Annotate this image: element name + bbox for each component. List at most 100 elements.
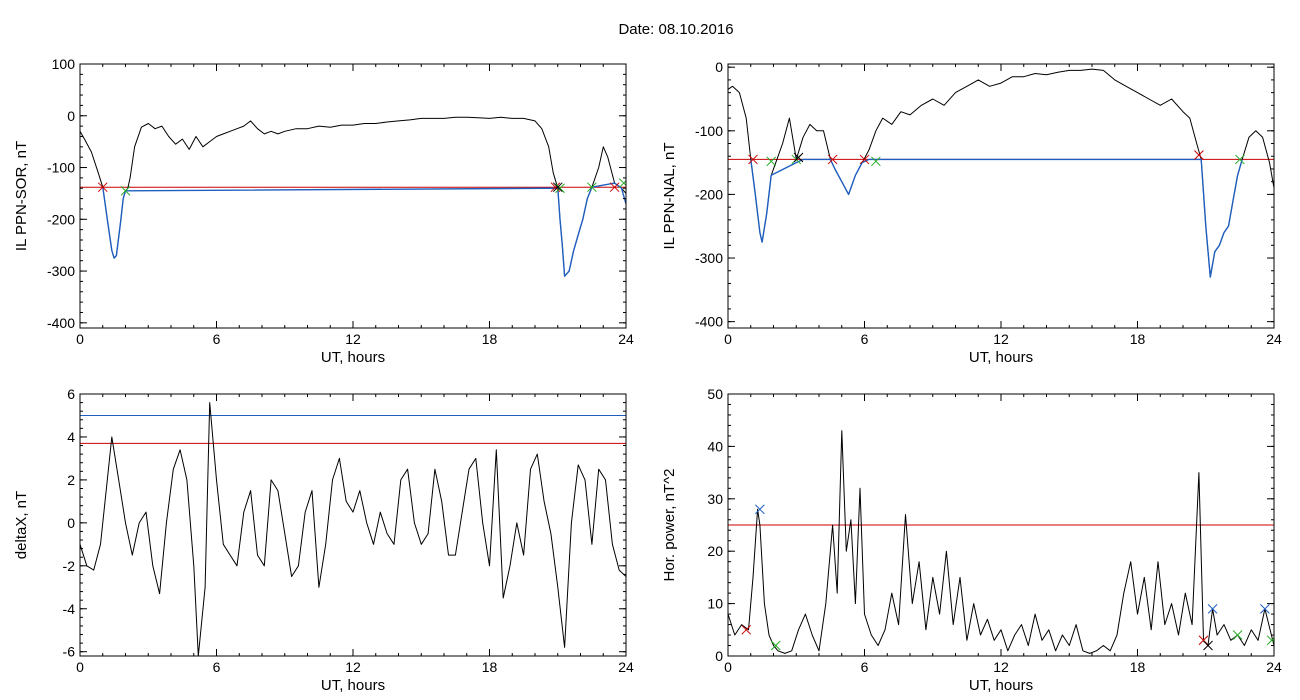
marker-stroke [754, 504, 765, 515]
x-tick-label: 12 [993, 331, 1009, 347]
y-tick-label: -2 [63, 558, 76, 574]
marker-stroke [1198, 635, 1209, 646]
event-marker-5 [552, 182, 563, 193]
marker-stroke [1203, 640, 1213, 651]
y-tick-label: -200 [47, 211, 75, 227]
x-tick-label: 0 [76, 331, 84, 347]
y-tick-label: -200 [695, 186, 723, 202]
x-axis-label: UT, hours [321, 349, 385, 366]
y-tick-label: -400 [695, 314, 723, 330]
x-tick-label: 12 [345, 659, 361, 675]
event-marker-2 [754, 504, 765, 515]
event-marker-6 [587, 182, 597, 193]
event-marker-9 [1266, 635, 1274, 646]
y-tick-label: 6 [67, 386, 75, 402]
x-tick-label: 6 [213, 659, 221, 675]
event-marker-6 [1207, 603, 1218, 614]
x-tick-label: 24 [1266, 659, 1282, 675]
plot-area [80, 116, 626, 277]
y-tick-label: 50 [707, 386, 723, 402]
event-marker-2 [120, 185, 131, 196]
x-tick-label: 24 [618, 659, 634, 675]
marker-stroke [609, 182, 620, 193]
event-marker-7 [1232, 630, 1243, 640]
y-tick-label: 10 [707, 596, 723, 612]
event-marker-1 [748, 154, 758, 165]
y-axis-label: IL PPN-SOR, nT [13, 141, 30, 251]
event-marker-1 [741, 624, 752, 635]
marker-stroke [1194, 150, 1204, 160]
x-tick-label: 12 [345, 331, 361, 347]
x-tick-label: 0 [76, 659, 84, 675]
event-marker-4 [793, 152, 804, 163]
marker-stroke [550, 182, 561, 193]
y-tick-label: 20 [707, 543, 723, 559]
event-marker-9 [1235, 154, 1245, 165]
marker-stroke [1260, 603, 1270, 614]
event-marker-7 [871, 156, 881, 167]
x-tick-label: 18 [482, 331, 498, 347]
marker-stroke [552, 182, 563, 193]
plot-area [80, 402, 626, 656]
event-marker-7 [609, 182, 620, 193]
panel-ppn-nal: 0 6 12 18 24 -400 -300 -200 -100 0 UT, hours IL PPN… [661, 59, 1282, 366]
marker-stroke [871, 156, 881, 167]
event-marker-1 [97, 182, 108, 193]
y-axis-label: IL PPN-NAL, nT [661, 143, 678, 250]
y-tick-label: -300 [47, 263, 75, 279]
event-marker-5 [1203, 640, 1213, 651]
x-tick-label: 6 [861, 331, 869, 347]
y-tick-label: 40 [707, 438, 723, 454]
y-tick-label: 0 [67, 108, 75, 124]
event-marker-4 [555, 183, 565, 194]
y-tick-label: 100 [52, 56, 76, 72]
panel-hor-power: 0 6 12 18 24 0 10 20 30 40 50 UT, hours Hor. power, … [661, 386, 1282, 694]
y-tick-label: -6 [63, 644, 76, 660]
marker-stroke [120, 185, 131, 196]
y-tick-label: -100 [47, 160, 75, 176]
marker-stroke [555, 183, 565, 194]
marker-stroke [618, 180, 626, 188]
x-tick-label: 6 [213, 331, 221, 347]
x-tick-label: 18 [1130, 659, 1146, 675]
series-line-2 [102, 182, 626, 277]
marker-stroke [770, 640, 781, 651]
marker-stroke [1235, 154, 1245, 165]
y-tick-label: 0 [715, 59, 723, 75]
y-tick-label: 0 [715, 648, 723, 664]
marker-stroke [827, 154, 838, 165]
x-axis-label: UT, hours [321, 677, 385, 694]
x-tick-label: 24 [1266, 331, 1282, 347]
y-tick-label: 2 [67, 472, 75, 488]
x-tick-label: 18 [1130, 331, 1146, 347]
marker-stroke [97, 182, 108, 193]
event-marker-2 [766, 156, 777, 167]
marker-stroke [587, 182, 597, 193]
y-tick-label: 4 [67, 429, 75, 445]
series-line-2 [750, 158, 1243, 278]
x-axis-label: UT, hours [969, 349, 1033, 366]
panel-ppn-sor: 0 6 12 18 24 -400 -300 -200 -100 0 100 UT, hours IL … [13, 56, 634, 366]
series-line-1 [728, 430, 1274, 654]
x-tick-label: 18 [482, 659, 498, 675]
event-marker-8 [1194, 150, 1204, 160]
y-tick-label: -100 [695, 123, 723, 139]
x-tick-label: 24 [618, 331, 634, 347]
y-axis-label: deltaX, nT [13, 491, 30, 559]
event-marker-3 [770, 640, 781, 651]
y-tick-label: -300 [695, 250, 723, 266]
x-tick-label: 6 [861, 659, 869, 675]
marker-stroke [859, 154, 870, 165]
x-tick-label: 0 [724, 331, 732, 347]
y-tick-label: -4 [63, 601, 76, 617]
x-tick-label: 12 [993, 659, 1009, 675]
plot-area [728, 430, 1274, 654]
y-tick-label: 30 [707, 491, 723, 507]
x-tick-label: 0 [724, 659, 732, 675]
date-title: Date: 08.10.2016 [618, 21, 733, 38]
marker-stroke [766, 156, 777, 167]
marker-stroke [1232, 630, 1243, 640]
y-tick-label: 0 [67, 515, 75, 531]
